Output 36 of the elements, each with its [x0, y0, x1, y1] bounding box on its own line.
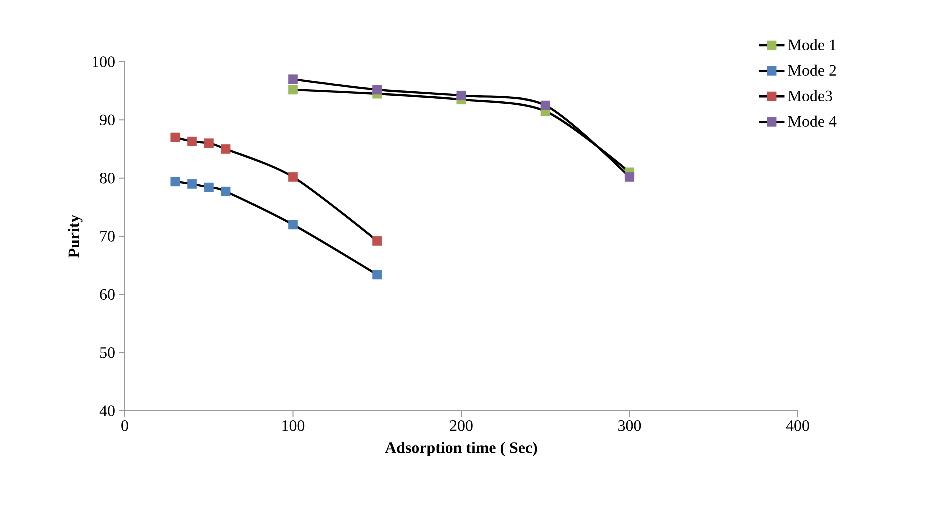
x-tick-label: 0	[122, 420, 128, 432]
point	[288, 74, 298, 84]
point	[372, 236, 382, 246]
point	[625, 172, 634, 182]
y-tick-label: 50	[100, 347, 115, 358]
point	[204, 138, 214, 148]
point	[372, 85, 382, 95]
y-tick-label: 80	[100, 172, 115, 184]
x-tick-label: 400	[786, 420, 810, 432]
legend-label: Mode3	[788, 90, 832, 102]
x-tick-label: 200	[450, 420, 473, 432]
y-tick-label: 70	[100, 231, 115, 242]
point	[221, 144, 231, 154]
point	[170, 132, 180, 142]
x-tick-label: 100	[282, 420, 305, 432]
point	[221, 186, 231, 196]
y-tick-label: 60	[100, 289, 115, 300]
x-axis-title: Adsorption time ( Sec)	[385, 442, 538, 457]
point	[288, 220, 298, 230]
point	[188, 136, 198, 146]
point	[204, 182, 214, 192]
point	[372, 270, 382, 280]
y-tick-label: 90	[100, 114, 115, 126]
point	[540, 100, 550, 110]
point	[288, 85, 298, 95]
point	[170, 177, 180, 187]
point	[288, 172, 298, 182]
legend-label: Mode 4	[788, 116, 837, 128]
y-axis-title: Purity	[68, 214, 83, 258]
y-tick-label: 100	[92, 56, 115, 68]
legend-label: Mode 2	[788, 64, 836, 76]
point	[456, 91, 466, 100]
y-tick-label: 40	[100, 406, 115, 416]
x-tick-label: 300	[618, 420, 642, 432]
legend-label: Mode 1	[788, 39, 836, 51]
point	[188, 179, 198, 189]
